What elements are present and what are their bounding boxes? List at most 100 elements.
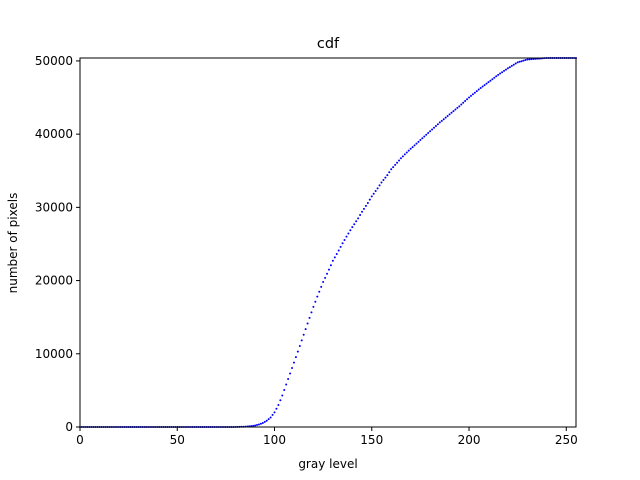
data-point bbox=[368, 198, 371, 201]
data-point bbox=[318, 290, 321, 293]
data-point bbox=[497, 73, 500, 76]
data-point bbox=[471, 93, 474, 96]
data-point bbox=[292, 361, 295, 364]
data-point bbox=[419, 139, 422, 141]
data-point bbox=[458, 105, 461, 108]
data-point bbox=[427, 131, 430, 134]
plot-area-frame bbox=[79, 57, 577, 428]
data-point bbox=[394, 163, 397, 166]
data-point bbox=[508, 66, 511, 69]
data-point bbox=[345, 235, 348, 238]
data-point bbox=[475, 90, 478, 93]
data-point bbox=[329, 264, 332, 267]
data-point bbox=[372, 192, 375, 195]
data-point bbox=[320, 285, 323, 288]
data-point bbox=[366, 201, 369, 204]
data-point bbox=[528, 58, 531, 61]
x-tick-label: 200 bbox=[458, 433, 481, 447]
data-point bbox=[257, 423, 260, 426]
data-point bbox=[281, 394, 284, 397]
y-tick-label: 10000 bbox=[35, 347, 73, 361]
data-point bbox=[503, 69, 506, 72]
data-point bbox=[388, 171, 391, 174]
data-point bbox=[306, 322, 309, 325]
data-point bbox=[347, 232, 350, 235]
data-point bbox=[265, 419, 268, 422]
data-point bbox=[335, 252, 338, 255]
x-tick-label: 0 bbox=[76, 433, 84, 447]
x-tick-label: 250 bbox=[555, 433, 578, 447]
data-point bbox=[421, 137, 424, 140]
data-point bbox=[302, 333, 305, 336]
data-point bbox=[296, 350, 299, 353]
data-point bbox=[351, 226, 354, 229]
data-point bbox=[355, 220, 358, 223]
data-point bbox=[446, 114, 449, 117]
data-point bbox=[314, 300, 317, 303]
data-point bbox=[460, 103, 463, 106]
data-point bbox=[526, 58, 529, 61]
data-point bbox=[409, 147, 412, 150]
data-point bbox=[442, 118, 445, 121]
y-tick-label: 20000 bbox=[35, 274, 73, 288]
data-point bbox=[477, 88, 480, 91]
x-tick-label: 50 bbox=[170, 433, 185, 447]
data-point bbox=[489, 79, 492, 82]
data-point bbox=[392, 166, 395, 169]
data-point bbox=[522, 59, 525, 62]
data-point bbox=[464, 100, 467, 103]
data-point bbox=[384, 176, 387, 179]
data-point bbox=[327, 268, 330, 271]
data-point bbox=[466, 98, 469, 101]
data-point bbox=[370, 195, 373, 198]
data-point bbox=[429, 130, 432, 133]
data-point bbox=[440, 119, 443, 122]
data-point bbox=[308, 316, 311, 319]
data-point bbox=[411, 146, 414, 149]
data-point bbox=[378, 184, 381, 187]
data-point bbox=[294, 356, 297, 359]
data-point bbox=[407, 149, 410, 152]
x-tick-label: 150 bbox=[360, 433, 383, 447]
data-point bbox=[252, 424, 255, 427]
data-point bbox=[261, 421, 264, 424]
data-point bbox=[316, 295, 319, 298]
data-point bbox=[339, 245, 342, 248]
data-point bbox=[532, 58, 535, 61]
data-point bbox=[401, 155, 404, 158]
data-point bbox=[256, 423, 258, 426]
data-point bbox=[361, 210, 364, 213]
data-point bbox=[298, 344, 301, 347]
data-point bbox=[279, 399, 282, 402]
data-point bbox=[462, 101, 465, 104]
data-point bbox=[491, 78, 494, 81]
data-point bbox=[291, 367, 294, 370]
data-point bbox=[359, 214, 362, 217]
data-point bbox=[504, 68, 507, 71]
data-point bbox=[495, 75, 498, 78]
data-point bbox=[398, 159, 400, 162]
data-point bbox=[283, 389, 286, 392]
data-point bbox=[275, 407, 278, 410]
data-point bbox=[403, 153, 406, 156]
data-point bbox=[452, 110, 455, 113]
data-point bbox=[417, 140, 420, 143]
data-point bbox=[312, 305, 315, 308]
data-point bbox=[425, 133, 428, 136]
data-point bbox=[481, 85, 484, 88]
data-point bbox=[364, 204, 367, 207]
data-point bbox=[269, 416, 272, 419]
data-point bbox=[386, 174, 389, 177]
data-point bbox=[331, 259, 334, 262]
data-point bbox=[487, 81, 490, 84]
data-point bbox=[341, 242, 344, 245]
data-point bbox=[433, 126, 436, 129]
data-point bbox=[263, 420, 266, 423]
data-point bbox=[469, 94, 472, 97]
data-point bbox=[399, 157, 402, 160]
data-point bbox=[380, 181, 383, 184]
data-point bbox=[434, 124, 437, 127]
data-point bbox=[436, 123, 439, 126]
